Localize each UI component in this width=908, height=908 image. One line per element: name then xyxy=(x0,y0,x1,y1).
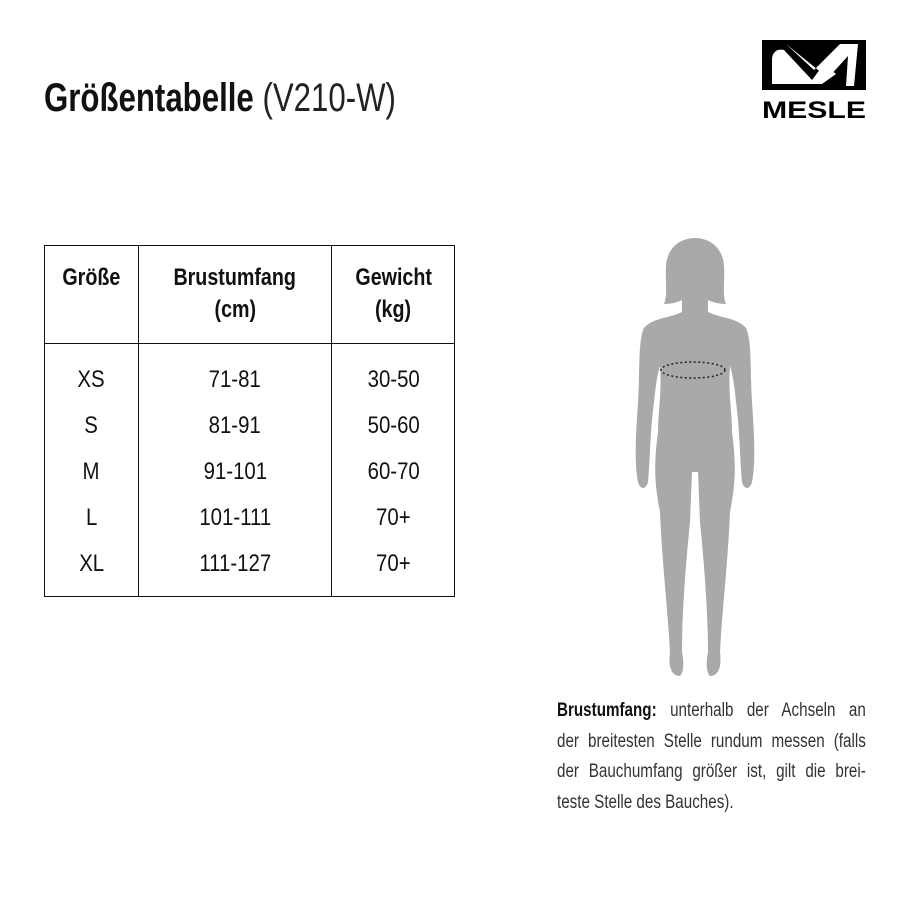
weight-cell: 50-60 xyxy=(331,403,455,449)
measurement-description: Brustumfang: unterhalb der Achseln an de… xyxy=(557,696,866,818)
table-row: L 101-111 70+ xyxy=(44,495,455,541)
size-cell: L xyxy=(44,495,139,541)
table-row: S 81-91 50-60 xyxy=(44,403,455,449)
size-table: Größe Brustumfang (cm) Gewicht (kg) XS 71-8… xyxy=(44,245,455,597)
mesle-logo: MESLE xyxy=(762,40,866,120)
chest-cell: 81-91 xyxy=(137,403,333,449)
table-row: XL 111-127 70+ xyxy=(44,541,455,597)
title-main: Größentabelle xyxy=(44,76,254,120)
female-silhouette-icon xyxy=(635,238,755,676)
header-chest: Brustumfang (cm) xyxy=(137,245,333,344)
weight-cell: 30-50 xyxy=(331,343,455,403)
logo-text: MESLE xyxy=(762,97,866,120)
chest-cell: 91-101 xyxy=(137,449,333,495)
size-cell: XL xyxy=(44,541,139,597)
size-cell: M xyxy=(44,449,139,495)
title-model: (V210-W) xyxy=(262,76,396,120)
size-cell: XS xyxy=(44,343,139,403)
description-line: Brustumfang: unterhalb der Achseln an xyxy=(557,700,866,721)
chest-cell: 111-127 xyxy=(137,541,333,597)
table-row: M 91-101 60-70 xyxy=(44,449,455,495)
weight-cell: 60-70 xyxy=(331,449,455,495)
header-weight: Gewicht (kg) xyxy=(331,245,455,344)
chest-cell: 71-81 xyxy=(137,343,333,403)
page-title: Größentabelle (V210-W) xyxy=(44,76,396,121)
description-line: der Bauchumfang größer ist, gilt die bre… xyxy=(557,761,866,782)
weight-cell: 70+ xyxy=(331,541,455,597)
description-line: der breitesten Stelle rundum messen (fal… xyxy=(557,730,866,752)
weight-cell: 70+ xyxy=(331,495,455,541)
table-header-row: Größe Brustumfang (cm) Gewicht (kg) xyxy=(44,245,455,344)
header-size: Größe xyxy=(44,245,139,344)
description-label: Brustumfang: xyxy=(557,700,657,721)
description-line: teste Stelle des Bauches). xyxy=(557,791,734,813)
size-cell: S xyxy=(44,403,139,449)
table-row: XS 71-81 30-50 xyxy=(44,343,455,403)
chest-cell: 101-111 xyxy=(137,495,333,541)
